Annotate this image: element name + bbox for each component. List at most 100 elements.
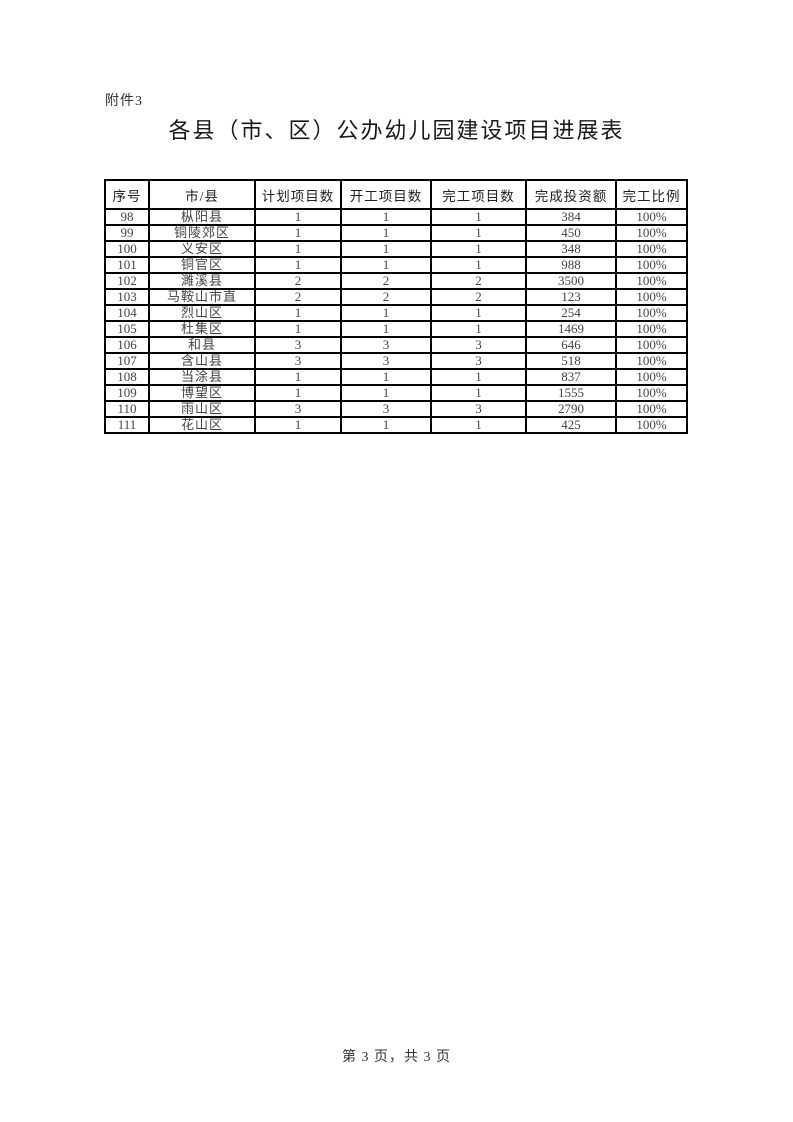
table-cell: 含山县 [148, 352, 256, 370]
table-cell: 100% [615, 256, 688, 274]
table-cell: 1 [254, 368, 342, 386]
table-row: 111 花山区 1 1 1 425 100% [104, 416, 688, 434]
table-body: 98 枞阳县 1 1 1 384 100% 99 铜陵郊区 1 1 1 450 100% 100 义安区 1 1 1… [104, 208, 688, 434]
table-cell: 1 [340, 224, 432, 242]
table-cell: 1 [254, 384, 342, 402]
table-row: 98 枞阳县 1 1 1 384 100% [104, 208, 688, 226]
table-cell: 3 [430, 352, 527, 370]
table-row: 99 铜陵郊区 1 1 1 450 100% [104, 224, 688, 242]
table-cell: 博望区 [148, 384, 256, 402]
table-row: 102 濉溪县 2 2 2 3500 100% [104, 272, 688, 290]
table-cell: 1 [340, 240, 432, 258]
table-cell: 100% [615, 368, 688, 386]
table-cell: 3 [340, 400, 432, 418]
table-cell: 马鞍山市直 [148, 288, 256, 306]
table-cell: 1 [254, 224, 342, 242]
column-header: 完工比例 [615, 179, 688, 210]
table-cell: 枞阳县 [148, 208, 256, 226]
table-cell: 1 [340, 320, 432, 338]
table-cell: 100% [615, 224, 688, 242]
table-cell: 100% [615, 416, 688, 434]
table-cell: 1 [430, 416, 527, 434]
table-cell: 100 [104, 240, 150, 258]
table-cell: 425 [525, 416, 617, 434]
column-header: 市/县 [148, 179, 256, 210]
table-cell: 99 [104, 224, 150, 242]
table-cell: 1 [254, 256, 342, 274]
table-cell: 1 [254, 240, 342, 258]
table-cell: 1555 [525, 384, 617, 402]
table-cell: 铜官区 [148, 256, 256, 274]
table-cell: 100% [615, 352, 688, 370]
table-cell: 2 [430, 272, 527, 290]
table-cell: 348 [525, 240, 617, 258]
table-cell: 2 [254, 288, 342, 306]
table-cell: 107 [104, 352, 150, 370]
table-cell: 2 [430, 288, 527, 306]
table-cell: 濉溪县 [148, 272, 256, 290]
table-cell: 106 [104, 336, 150, 354]
attachment-label: 附件3 [105, 94, 143, 109]
table-cell: 254 [525, 304, 617, 322]
page-number-footer: 第 3 页，共 3 页 [342, 1050, 451, 1065]
table-row: 103 马鞍山市直 2 2 2 123 100% [104, 288, 688, 306]
table-cell: 100% [615, 320, 688, 338]
table-cell: 104 [104, 304, 150, 322]
table-cell: 110 [104, 400, 150, 418]
table-cell: 518 [525, 352, 617, 370]
table-cell: 100% [615, 208, 688, 226]
table-cell: 123 [525, 288, 617, 306]
table-cell: 2 [254, 272, 342, 290]
table-cell: 1 [430, 320, 527, 338]
table-cell: 1 [254, 416, 342, 434]
table-cell: 1 [430, 240, 527, 258]
table-cell: 384 [525, 208, 617, 226]
column-header: 计划项目数 [254, 179, 342, 210]
column-header: 序号 [104, 179, 150, 210]
table-cell: 1 [340, 416, 432, 434]
table-cell: 100% [615, 336, 688, 354]
table-cell: 1 [430, 224, 527, 242]
table-cell: 1469 [525, 320, 617, 338]
table-cell: 100% [615, 272, 688, 290]
table-cell: 3 [254, 336, 342, 354]
table-row: 106 和县 3 3 3 646 100% [104, 336, 688, 354]
column-header: 完工项目数 [430, 179, 527, 210]
table-cell: 1 [430, 256, 527, 274]
table-row: 110 雨山区 3 3 3 2790 100% [104, 400, 688, 418]
table-cell: 1 [340, 368, 432, 386]
table-cell: 108 [104, 368, 150, 386]
table-row: 107 含山县 3 3 3 518 100% [104, 352, 688, 370]
table-row: 100 义安区 1 1 1 348 100% [104, 240, 688, 258]
table-cell: 2 [340, 272, 432, 290]
table-cell: 1 [430, 208, 527, 226]
table-row: 109 博望区 1 1 1 1555 100% [104, 384, 688, 402]
table-cell: 1 [430, 304, 527, 322]
table-cell: 100% [615, 384, 688, 402]
table-row: 104 烈山区 1 1 1 254 100% [104, 304, 688, 322]
table-cell: 109 [104, 384, 150, 402]
table-cell: 1 [340, 384, 432, 402]
table-cell: 3 [430, 400, 527, 418]
table-cell: 646 [525, 336, 617, 354]
table-cell: 100% [615, 288, 688, 306]
table-cell: 1 [254, 304, 342, 322]
table-cell: 837 [525, 368, 617, 386]
table-cell: 3 [254, 352, 342, 370]
table-cell: 2 [340, 288, 432, 306]
table-cell: 988 [525, 256, 617, 274]
table-cell: 111 [104, 416, 150, 434]
table-cell: 雨山区 [148, 400, 256, 418]
table-cell: 铜陵郊区 [148, 224, 256, 242]
table-header-row: 序号 市/县 计划项目数 开工项目数 完工项目数 完成投资额 完工比例 [104, 179, 688, 210]
table-cell: 1 [340, 304, 432, 322]
table-cell: 450 [525, 224, 617, 242]
column-header: 开工项目数 [340, 179, 432, 210]
table-cell: 3500 [525, 272, 617, 290]
table-cell: 103 [104, 288, 150, 306]
table-cell: 当涂县 [148, 368, 256, 386]
table-cell: 3 [430, 336, 527, 354]
table-cell: 义安区 [148, 240, 256, 258]
table-cell: 2790 [525, 400, 617, 418]
table-row: 101 铜官区 1 1 1 988 100% [104, 256, 688, 274]
